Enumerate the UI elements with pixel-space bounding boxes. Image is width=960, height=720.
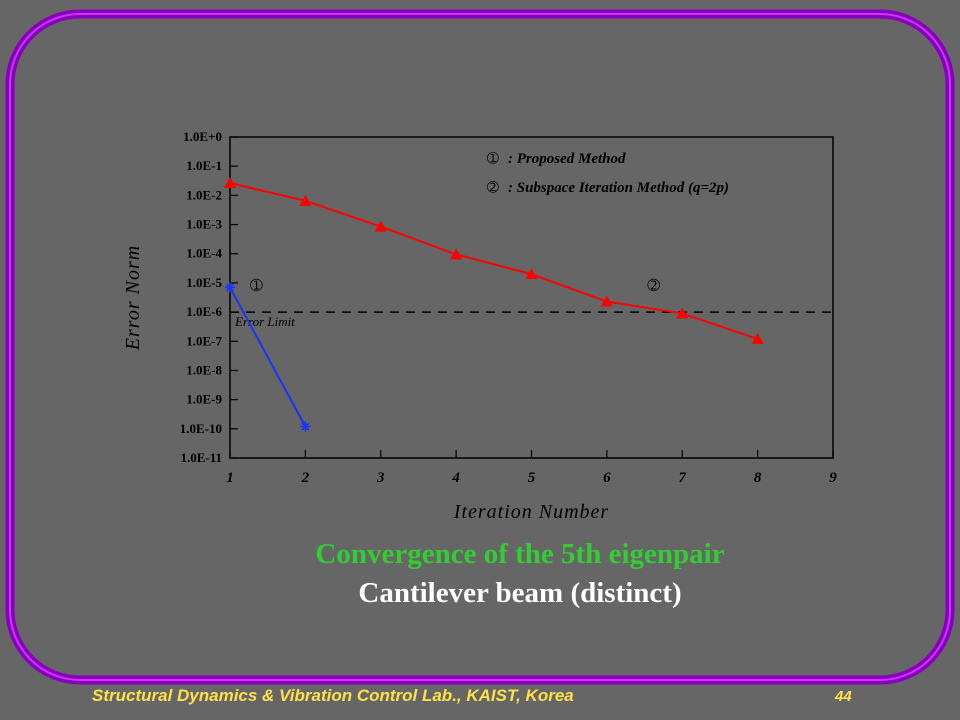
x-tick-label: 8 — [754, 470, 762, 486]
page-number: 44 — [835, 688, 852, 705]
y-tick-label: 1.0E+0 — [183, 129, 222, 144]
y-tick-label: 1.0E-11 — [180, 450, 222, 465]
series-line-1 — [229, 286, 307, 427]
y-tick-label: 1.0E-10 — [180, 421, 222, 436]
data-point — [525, 268, 538, 280]
data-point — [300, 421, 311, 432]
caption-title: Convergence of the 5th eigenpair — [315, 538, 725, 570]
curve-label: ➀ — [250, 276, 263, 294]
y-tick-label: 1.0E-5 — [186, 275, 222, 290]
footer-lab: Structural Dynamics & Vibration Control … — [92, 686, 574, 705]
y-tick-label: 1.0E-3 — [186, 217, 222, 232]
x-tick-label: 7 — [679, 470, 687, 486]
curve-label: ➁ — [647, 276, 660, 294]
data-point — [374, 220, 387, 232]
series-line-2 — [229, 182, 758, 340]
y-tick-label: 1.0E-9 — [186, 392, 222, 407]
data-point — [600, 295, 613, 307]
x-tick-label: 1 — [226, 470, 234, 486]
y-tick-label: 1.0E-2 — [186, 187, 222, 202]
y-tick-label: 1.0E-7 — [186, 333, 222, 348]
x-axis-label: Iteration Number — [453, 501, 609, 523]
y-tick-label: 1.0E-1 — [186, 158, 222, 173]
legend-symbol: ➀ — [487, 151, 499, 167]
legend-label: : Proposed Method — [508, 151, 626, 167]
data-point — [450, 248, 463, 260]
x-tick-label: 3 — [376, 470, 385, 486]
data-point — [225, 282, 235, 293]
data-point — [299, 194, 312, 206]
legend-label: : Subspace Iteration Method (q=2p) — [508, 180, 729, 196]
error-limit-label: Error Limit — [234, 314, 295, 329]
legend-symbol: ➁ — [487, 180, 499, 196]
x-tick-label: 9 — [829, 470, 837, 486]
data-point — [224, 177, 236, 189]
y-tick-label: 1.0E-6 — [186, 304, 222, 319]
x-tick-label: 5 — [528, 470, 536, 486]
y-axis-label: Error Norm — [122, 245, 144, 351]
x-tick-label: 2 — [301, 470, 310, 486]
y-tick-label: 1.0E-4 — [186, 246, 222, 261]
data-point — [751, 332, 764, 344]
y-tick-label: 1.0E-8 — [186, 362, 222, 377]
x-tick-label: 4 — [451, 470, 460, 486]
data-point — [676, 307, 689, 319]
x-tick-label: 6 — [603, 470, 611, 486]
caption-subtitle: Cantilever beam (distinct) — [358, 577, 682, 609]
